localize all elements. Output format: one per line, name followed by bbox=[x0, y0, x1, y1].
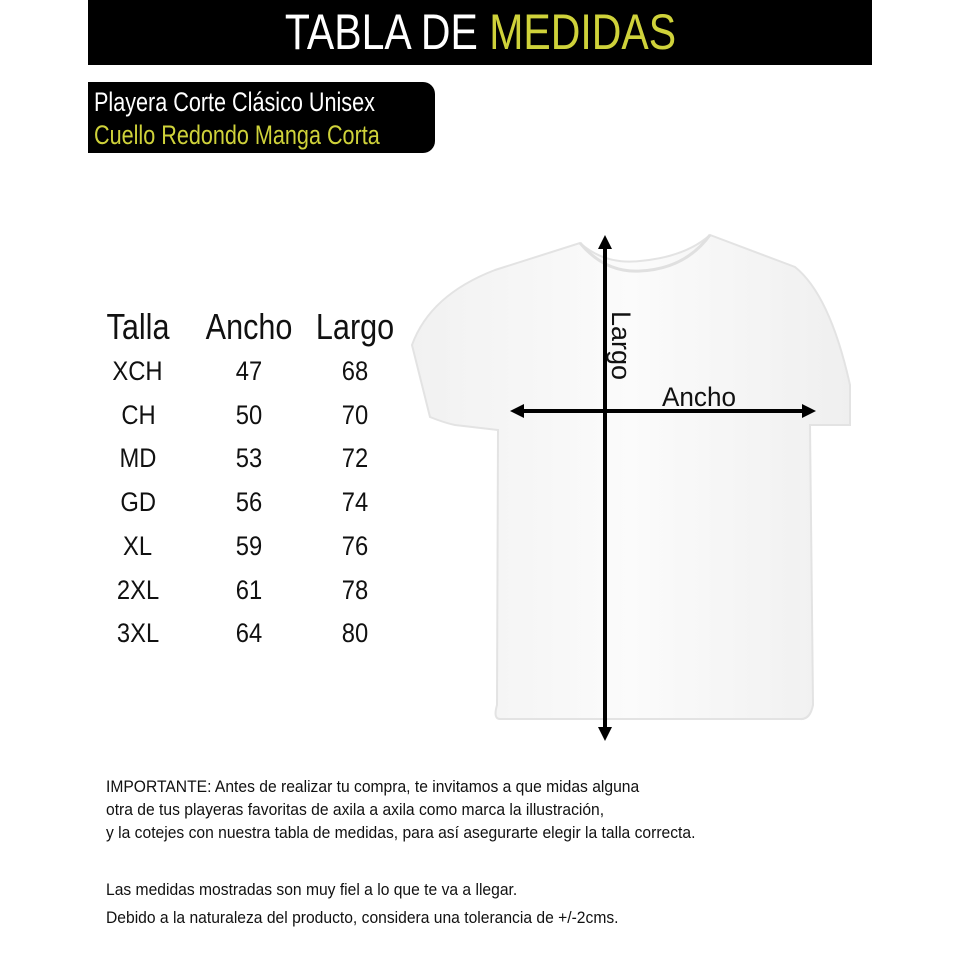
table-cell: 61 bbox=[235, 574, 263, 605]
important-line-1: IMPORTANTE: Antes de realizar tu compra,… bbox=[106, 777, 640, 796]
page-title: TABLA DE MEDIDAS bbox=[88, 6, 872, 58]
table-cell: 80 bbox=[341, 618, 369, 649]
tshirt-diagram: Largo Ancho bbox=[410, 233, 851, 741]
table-cell: 76 bbox=[341, 530, 369, 561]
table-cell: 59 bbox=[235, 530, 263, 561]
title-part-1: TABLA DE bbox=[284, 4, 478, 60]
table-cell: 2XL bbox=[116, 574, 160, 605]
width-arrow-left-head bbox=[510, 404, 524, 418]
table-cell: 53 bbox=[235, 443, 263, 474]
table-cell: 78 bbox=[341, 574, 369, 605]
table-cell: 47 bbox=[235, 356, 263, 386]
tshirt-shape bbox=[410, 233, 851, 721]
disclaimer-line-2: Debido a la naturaleza del producto, con… bbox=[106, 908, 619, 927]
subtitle-line-1: Playera Corte Clásico Unisex bbox=[94, 87, 375, 117]
table-cell: 56 bbox=[235, 487, 263, 518]
column-header-ancho: Ancho bbox=[205, 306, 293, 347]
table-cell: 68 bbox=[341, 356, 369, 386]
subtitle-line-2: Cuello Redondo Manga Corta bbox=[94, 120, 380, 150]
width-arrow-right-head bbox=[802, 404, 816, 418]
product-subtitle-box: Playera Corte Clásico Unisex Cuello Redo… bbox=[88, 82, 435, 153]
table-cell: CH bbox=[120, 399, 156, 430]
table-cell: 64 bbox=[235, 618, 263, 649]
important-line-3: y la cotejes con nuestra tabla de medida… bbox=[106, 823, 696, 842]
column-header-largo: Largo bbox=[315, 306, 395, 347]
width-label: Ancho bbox=[662, 382, 736, 412]
length-arrow-bottom-head bbox=[598, 727, 612, 741]
table-cell: 70 bbox=[341, 399, 369, 430]
table-cell: XCH bbox=[112, 356, 164, 386]
table-cell: XL bbox=[123, 530, 153, 561]
table-cell: 3XL bbox=[116, 618, 160, 649]
length-label: Largo bbox=[606, 311, 636, 380]
table-cell: 74 bbox=[341, 487, 369, 518]
table-cell: MD bbox=[119, 443, 157, 474]
important-line-2: otra de tus playeras favoritas de axila … bbox=[106, 800, 605, 819]
disclaimer-line-1: Las medidas mostradas son muy fiel a lo … bbox=[106, 880, 518, 899]
column-header-talla: Talla bbox=[106, 306, 170, 347]
table-cell: GD bbox=[120, 487, 156, 518]
length-arrow-top-head bbox=[598, 235, 612, 249]
table-cell: 72 bbox=[341, 443, 369, 474]
table-cell: 50 bbox=[235, 399, 263, 430]
title-part-2: MEDIDAS bbox=[488, 4, 676, 60]
title-banner: TABLA DE MEDIDAS bbox=[88, 0, 872, 65]
